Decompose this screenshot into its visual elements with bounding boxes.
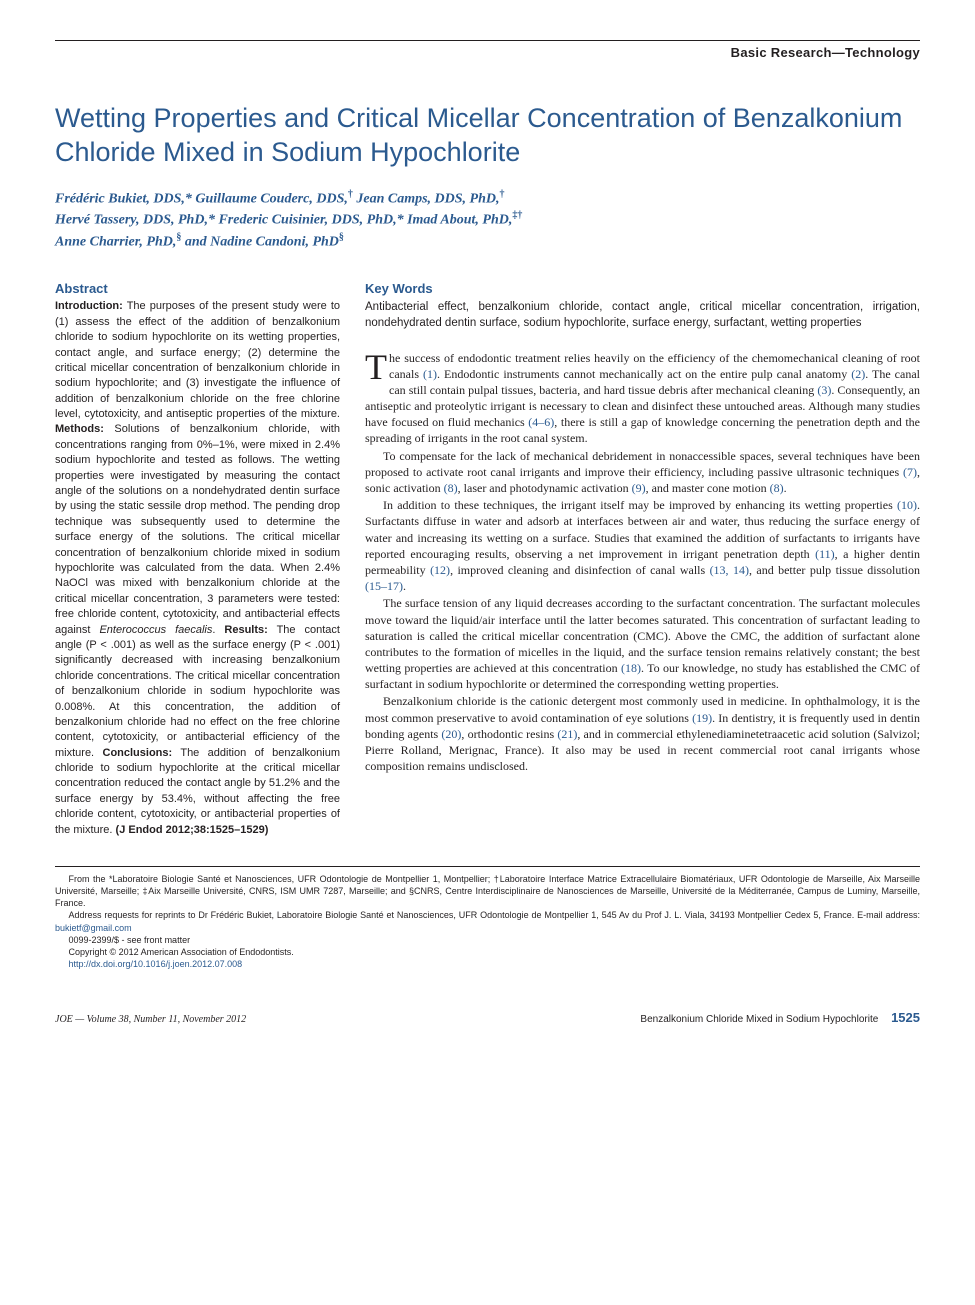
abstract-methods-text: Solutions of benzalkonium chloride, with…: [55, 423, 340, 635]
footnote-affiliations: From the *Laboratoire Biologie Santé et …: [55, 873, 920, 909]
article-body: The success of endodontic treatment reli…: [365, 350, 920, 775]
author-list: Frédéric Bukiet, DDS,* Guillaume Couderc…: [55, 188, 920, 254]
body-p5: Benzalkonium chloride is the cationic de…: [365, 693, 920, 774]
footer-journal-issue: JOE — Volume 38, Number 11, November 201…: [55, 1014, 246, 1025]
footnote-issn: 0099-2399/$ - see front matter: [55, 934, 920, 946]
abstract-citation: (J Endod 2012;38:1525–1529): [116, 824, 269, 836]
body-p3: In addition to these techniques, the irr…: [365, 497, 920, 594]
footer-running-title: Benzalkonium Chloride Mixed in Sodium Hy…: [640, 1010, 920, 1025]
footer-running-title-text: Benzalkonium Chloride Mixed in Sodium Hy…: [640, 1014, 878, 1025]
body-p1-text: he success of endodontic treatment relie…: [365, 351, 920, 446]
footnotes: From the *Laboratoire Biologie Santé et …: [55, 866, 920, 970]
footnote-correspondence: Address requests for reprints to Dr Fréd…: [55, 909, 920, 933]
doi-link[interactable]: http://dx.doi.org/10.1016/j.joen.2012.07…: [69, 959, 243, 969]
body-p2: To compensate for the lack of mechanical…: [365, 448, 920, 497]
page-number: 1525: [891, 1010, 920, 1025]
abstract-conclusions-text: The addition of benzalkonium chloride to…: [55, 747, 340, 836]
article-title: Wetting Properties and Critical Micellar…: [55, 102, 920, 170]
abstract-heading: Abstract: [55, 281, 340, 296]
two-column-layout: Abstract Introduction: The purposes of t…: [55, 281, 920, 838]
section-label: Basic Research—Technology: [731, 45, 920, 60]
footnote-doi: http://dx.doi.org/10.1016/j.joen.2012.07…: [55, 958, 920, 970]
abstract-methods-italic: Enterococcus faecalis: [99, 624, 212, 636]
keywords-heading: Key Words: [365, 281, 920, 296]
abstract-methods-tail: .: [212, 624, 224, 636]
abstract-conclusions-label: Conclusions:: [103, 747, 173, 759]
abstract-results-text: The contact angle (P < .001) as well as …: [55, 624, 340, 759]
dropcap: T: [365, 350, 389, 383]
page-footer: JOE — Volume 38, Number 11, November 201…: [55, 1010, 920, 1025]
footnote-email-link[interactable]: bukietf@gmail.com: [55, 923, 132, 933]
header-bar: Basic Research—Technology: [55, 40, 920, 62]
abstract-intro-text: The purposes of the present study were t…: [55, 300, 340, 420]
footnote-copyright: Copyright © 2012 American Association of…: [55, 946, 920, 958]
abstract-intro-label: Introduction:: [55, 300, 123, 312]
main-column: Key Words Antibacterial effect, benzalko…: [365, 281, 920, 775]
abstract-results-label: Results:: [224, 624, 267, 636]
abstract-body: Introduction: The purposes of the presen…: [55, 299, 340, 838]
footnote-corr-text: Address requests for reprints to Dr Fréd…: [69, 910, 921, 920]
body-p1: The success of endodontic treatment reli…: [365, 350, 920, 447]
keywords-text: Antibacterial effect, benzalkonium chlor…: [365, 299, 920, 331]
body-p4: The surface tension of any liquid decrea…: [365, 595, 920, 692]
abstract-column: Abstract Introduction: The purposes of t…: [55, 281, 340, 838]
abstract-methods-label: Methods:: [55, 423, 104, 435]
